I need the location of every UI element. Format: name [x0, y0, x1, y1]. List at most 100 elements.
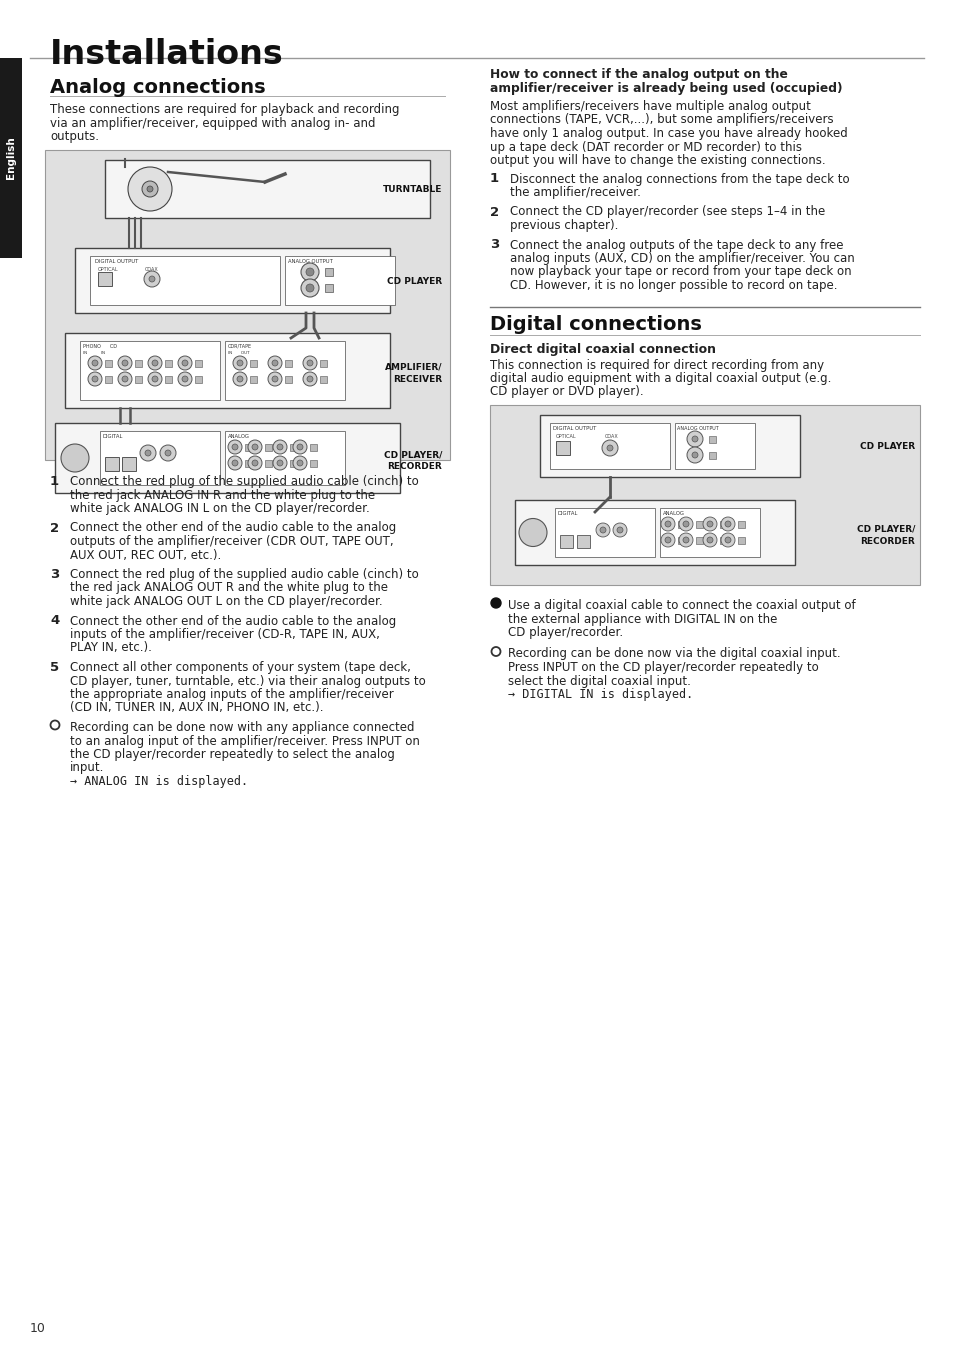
- Circle shape: [145, 451, 151, 456]
- Text: Disconnect the analog connections from the tape deck to: Disconnect the analog connections from t…: [510, 173, 849, 186]
- Text: Connect the other end of the audio cable to the analog: Connect the other end of the audio cable…: [70, 522, 395, 534]
- Text: DIGITAL: DIGITAL: [103, 434, 123, 438]
- Circle shape: [613, 523, 626, 537]
- Text: input.: input.: [70, 761, 104, 774]
- Bar: [105, 376, 112, 383]
- Text: DIGITAL OUTPUT: DIGITAL OUTPUT: [95, 259, 138, 264]
- Text: Direct digital coaxial connection: Direct digital coaxial connection: [490, 343, 716, 356]
- Text: outputs of the amplifier/receiver (CDR OUT, TAPE OUT,: outputs of the amplifier/receiver (CDR O…: [70, 536, 394, 548]
- Text: 4: 4: [50, 615, 59, 627]
- Text: RECEIVER: RECEIVER: [393, 375, 441, 383]
- Bar: [285, 360, 292, 367]
- Circle shape: [268, 372, 282, 386]
- Circle shape: [148, 372, 162, 386]
- Circle shape: [152, 360, 158, 366]
- Bar: [250, 360, 256, 367]
- Text: Connect the other end of the audio cable to the analog: Connect the other end of the audio cable…: [70, 615, 395, 627]
- Text: English: English: [6, 136, 16, 179]
- Circle shape: [296, 460, 303, 465]
- Text: CD PLAYER/: CD PLAYER/: [856, 525, 914, 533]
- Text: → ANALOG IN is displayed.: → ANALOG IN is displayed.: [70, 774, 248, 788]
- Circle shape: [276, 444, 283, 451]
- Bar: [325, 285, 333, 291]
- Text: output you will have to change the existing connections.: output you will have to change the exist…: [490, 154, 824, 167]
- Bar: [678, 521, 684, 527]
- Bar: [559, 536, 573, 548]
- Text: COAX: COAX: [604, 434, 618, 438]
- Circle shape: [61, 444, 89, 472]
- Circle shape: [702, 517, 717, 532]
- Circle shape: [596, 523, 609, 537]
- Circle shape: [228, 440, 242, 455]
- Circle shape: [706, 537, 712, 544]
- Text: CD player or DVD player).: CD player or DVD player).: [490, 386, 643, 398]
- Circle shape: [88, 372, 102, 386]
- Text: inputs of the amplifier/receiver (CD-R, TAPE IN, AUX,: inputs of the amplifier/receiver (CD-R, …: [70, 629, 379, 641]
- Bar: [65, 333, 390, 407]
- Text: up a tape deck (DAT recorder or MD recorder) to this: up a tape deck (DAT recorder or MD recor…: [490, 140, 801, 154]
- Text: Use a digital coaxial cable to connect the coaxial output of: Use a digital coaxial cable to connect t…: [507, 599, 855, 612]
- Text: These connections are required for playback and recording: These connections are required for playb…: [50, 103, 399, 116]
- Text: ANALOG: ANALOG: [662, 511, 684, 517]
- Bar: [265, 444, 272, 451]
- Circle shape: [296, 444, 303, 451]
- Text: white jack ANALOG IN L on the CD player/recorder.: white jack ANALOG IN L on the CD player/…: [70, 502, 370, 515]
- Circle shape: [142, 181, 158, 197]
- Bar: [245, 460, 252, 467]
- Text: Press INPUT on the CD player/recorder repeatedly to: Press INPUT on the CD player/recorder re…: [507, 661, 818, 674]
- Bar: [577, 536, 589, 548]
- Circle shape: [720, 517, 734, 532]
- Text: 1: 1: [50, 475, 59, 488]
- Text: CD player/recorder.: CD player/recorder.: [507, 626, 622, 639]
- Bar: [75, 248, 390, 313]
- Circle shape: [233, 356, 247, 370]
- Bar: [550, 424, 669, 469]
- Bar: [319, 376, 327, 383]
- Text: PHONO      CD: PHONO CD: [83, 344, 117, 349]
- Circle shape: [679, 517, 692, 532]
- Text: the appropriate analog inputs of the amplifier/receiver: the appropriate analog inputs of the amp…: [70, 688, 394, 701]
- Text: CD. However, it is no longer possible to record on tape.: CD. However, it is no longer possible to…: [510, 279, 837, 291]
- Circle shape: [140, 445, 156, 461]
- Bar: [290, 444, 296, 451]
- Circle shape: [301, 263, 318, 281]
- Circle shape: [276, 460, 283, 465]
- Circle shape: [91, 360, 98, 366]
- Text: COAX: COAX: [145, 267, 158, 272]
- Text: have only 1 analog output. In case you have already hooked: have only 1 analog output. In case you h…: [490, 127, 847, 140]
- Bar: [696, 521, 702, 527]
- Circle shape: [152, 376, 158, 382]
- Bar: [708, 452, 716, 459]
- Circle shape: [228, 456, 242, 469]
- Text: PLAY IN, etc.).: PLAY IN, etc.).: [70, 642, 152, 654]
- Circle shape: [691, 436, 698, 442]
- Circle shape: [272, 360, 277, 366]
- Circle shape: [165, 451, 171, 456]
- Text: the amplifier/receiver.: the amplifier/receiver.: [510, 186, 640, 200]
- Text: OPTICAL: OPTICAL: [98, 267, 118, 272]
- Circle shape: [160, 445, 175, 461]
- Bar: [80, 341, 220, 401]
- Circle shape: [248, 440, 262, 455]
- Circle shape: [122, 360, 128, 366]
- Circle shape: [518, 518, 546, 546]
- Circle shape: [147, 186, 152, 192]
- Text: select the digital coaxial input.: select the digital coaxial input.: [507, 674, 690, 688]
- Circle shape: [236, 376, 243, 382]
- Text: Analog connections: Analog connections: [50, 78, 265, 97]
- Text: IN       OUT: IN OUT: [228, 351, 250, 355]
- Bar: [319, 360, 327, 367]
- Bar: [135, 360, 142, 367]
- Bar: [122, 457, 136, 471]
- Bar: [55, 424, 399, 492]
- Circle shape: [702, 533, 717, 546]
- Text: Connect the CD player/recorder (see steps 1–4 in the: Connect the CD player/recorder (see step…: [510, 205, 824, 219]
- Text: Connect the red plug of the supplied audio cable (cinch) to: Connect the red plug of the supplied aud…: [70, 475, 418, 488]
- Circle shape: [178, 372, 192, 386]
- Bar: [225, 430, 345, 486]
- Circle shape: [306, 285, 314, 291]
- Bar: [675, 424, 754, 469]
- Text: OPTICAL: OPTICAL: [556, 434, 576, 438]
- Text: 3: 3: [50, 568, 59, 581]
- Bar: [98, 272, 112, 286]
